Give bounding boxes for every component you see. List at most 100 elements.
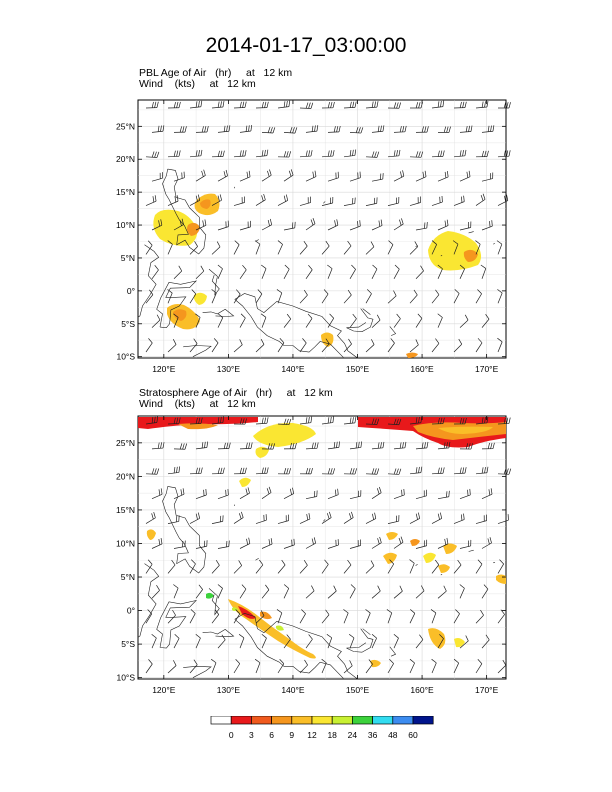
- wind-barb: [327, 171, 339, 182]
- wind-barb: [409, 559, 415, 574]
- coastline: [234, 299, 344, 358]
- colorbar-box: [392, 716, 414, 725]
- wind-barb: [365, 339, 375, 353]
- wind-barb: [497, 102, 511, 109]
- wind-barb: [481, 314, 490, 328]
- wind-barb: [393, 313, 401, 328]
- wind-barb: [283, 169, 294, 182]
- wind-barb: [431, 196, 443, 206]
- colorbar-box: [372, 716, 394, 725]
- wind-barb: [233, 467, 247, 475]
- colorbar-label: 60: [408, 730, 418, 740]
- wind-barb: [371, 219, 383, 231]
- wind-barb: [233, 289, 241, 304]
- wind-barb: [393, 441, 407, 450]
- wind-barb: [277, 240, 283, 255]
- wind-barb: [409, 289, 418, 304]
- colorbar-box: [210, 716, 232, 725]
- wind-barb: [261, 218, 273, 231]
- wind-barb: [481, 584, 489, 599]
- colorbar-label: 3: [249, 730, 254, 740]
- wind-barb: [415, 441, 429, 450]
- wind-barb: [299, 416, 313, 425]
- wind-barb: [431, 417, 445, 425]
- wind-barb: [497, 289, 503, 304]
- panel-pbl-map: 25°N20°N15°N10°N5°N0°5°S10°S 120°E 130°E 1…: [116, 99, 511, 374]
- wind-barb: [321, 658, 327, 674]
- wind-barb: [305, 442, 319, 450]
- wind-barb: [211, 289, 217, 304]
- wind-barb: [475, 609, 484, 624]
- wind-barb: [453, 101, 467, 109]
- wind-barb: [327, 441, 340, 450]
- lon-label: 140°E: [281, 364, 305, 374]
- wind-barb: [195, 169, 206, 182]
- wind-barb: [409, 466, 423, 475]
- wind-barb: [437, 313, 443, 328]
- wind-barb: [371, 173, 384, 182]
- lon-label: 160°E: [410, 364, 434, 374]
- wind-barb: [299, 338, 307, 353]
- wind-barb: [415, 265, 424, 280]
- wind-barb: [173, 126, 187, 133]
- wind-barb: [409, 609, 416, 624]
- wind-barb: [393, 264, 400, 279]
- wind-barb: [195, 219, 207, 231]
- wind-barb: [277, 418, 292, 426]
- wind-barb: [210, 658, 217, 674]
- wind-barb: [255, 610, 265, 624]
- wind-barb: [415, 489, 427, 500]
- coastline: [255, 557, 259, 561]
- wind-barb: [277, 559, 286, 574]
- wind-barb: [371, 486, 382, 499]
- wind-barb: [189, 609, 196, 624]
- wind-barb: [459, 314, 469, 328]
- wind-barb: [189, 194, 201, 206]
- coastlines: [137, 486, 496, 680]
- wind-barb: [409, 512, 421, 524]
- wind-barb: [480, 264, 487, 279]
- colorbar-label: 12: [307, 730, 317, 740]
- wind-barb: [145, 338, 153, 353]
- wind-barb: [327, 488, 339, 500]
- wind-barb: [261, 584, 270, 599]
- wind-barb: [145, 151, 160, 158]
- panel-1-title-line2: Wind (kts) at 12 km: [139, 78, 256, 90]
- coastline: [208, 588, 220, 616]
- wind-barb: [497, 514, 509, 524]
- colorbar-box: [271, 716, 293, 725]
- wind-barb: [415, 634, 424, 649]
- coastline: [234, 293, 358, 359]
- wind-barb: [277, 151, 292, 158]
- lat-label: 0°: [127, 286, 135, 296]
- wind-barb: [343, 609, 349, 624]
- wind-barb: [255, 467, 269, 475]
- coastline: [162, 168, 207, 255]
- wind-barb: [349, 490, 362, 500]
- wind-barb: [431, 289, 440, 304]
- wind-barb: [217, 442, 231, 450]
- wind-barb: [195, 265, 205, 280]
- wind-barb: [365, 197, 378, 206]
- wind-barb: [327, 264, 333, 279]
- coastline: [346, 308, 374, 333]
- wind-barb: [277, 338, 285, 353]
- wind-barb: [437, 219, 449, 231]
- wind-barb: [371, 264, 378, 279]
- wind-barb: [233, 560, 243, 574]
- wind-barb: [189, 241, 198, 255]
- wind-barb: [343, 289, 352, 304]
- wind-barb: [481, 172, 494, 182]
- wind-barb: [217, 313, 224, 328]
- lon-label: 120°E: [152, 685, 176, 695]
- wind-barb: [261, 486, 272, 499]
- lat-label: 15°N: [116, 505, 135, 515]
- wind-barb: [239, 264, 247, 279]
- wind-barb: [481, 125, 495, 133]
- wind-barb: [299, 659, 308, 674]
- wind-barb: [371, 314, 381, 328]
- wind-barb: [437, 585, 447, 599]
- wind-barb: [189, 512, 201, 524]
- lat-label: 5°N: [121, 253, 135, 263]
- wind-barb: [437, 634, 444, 649]
